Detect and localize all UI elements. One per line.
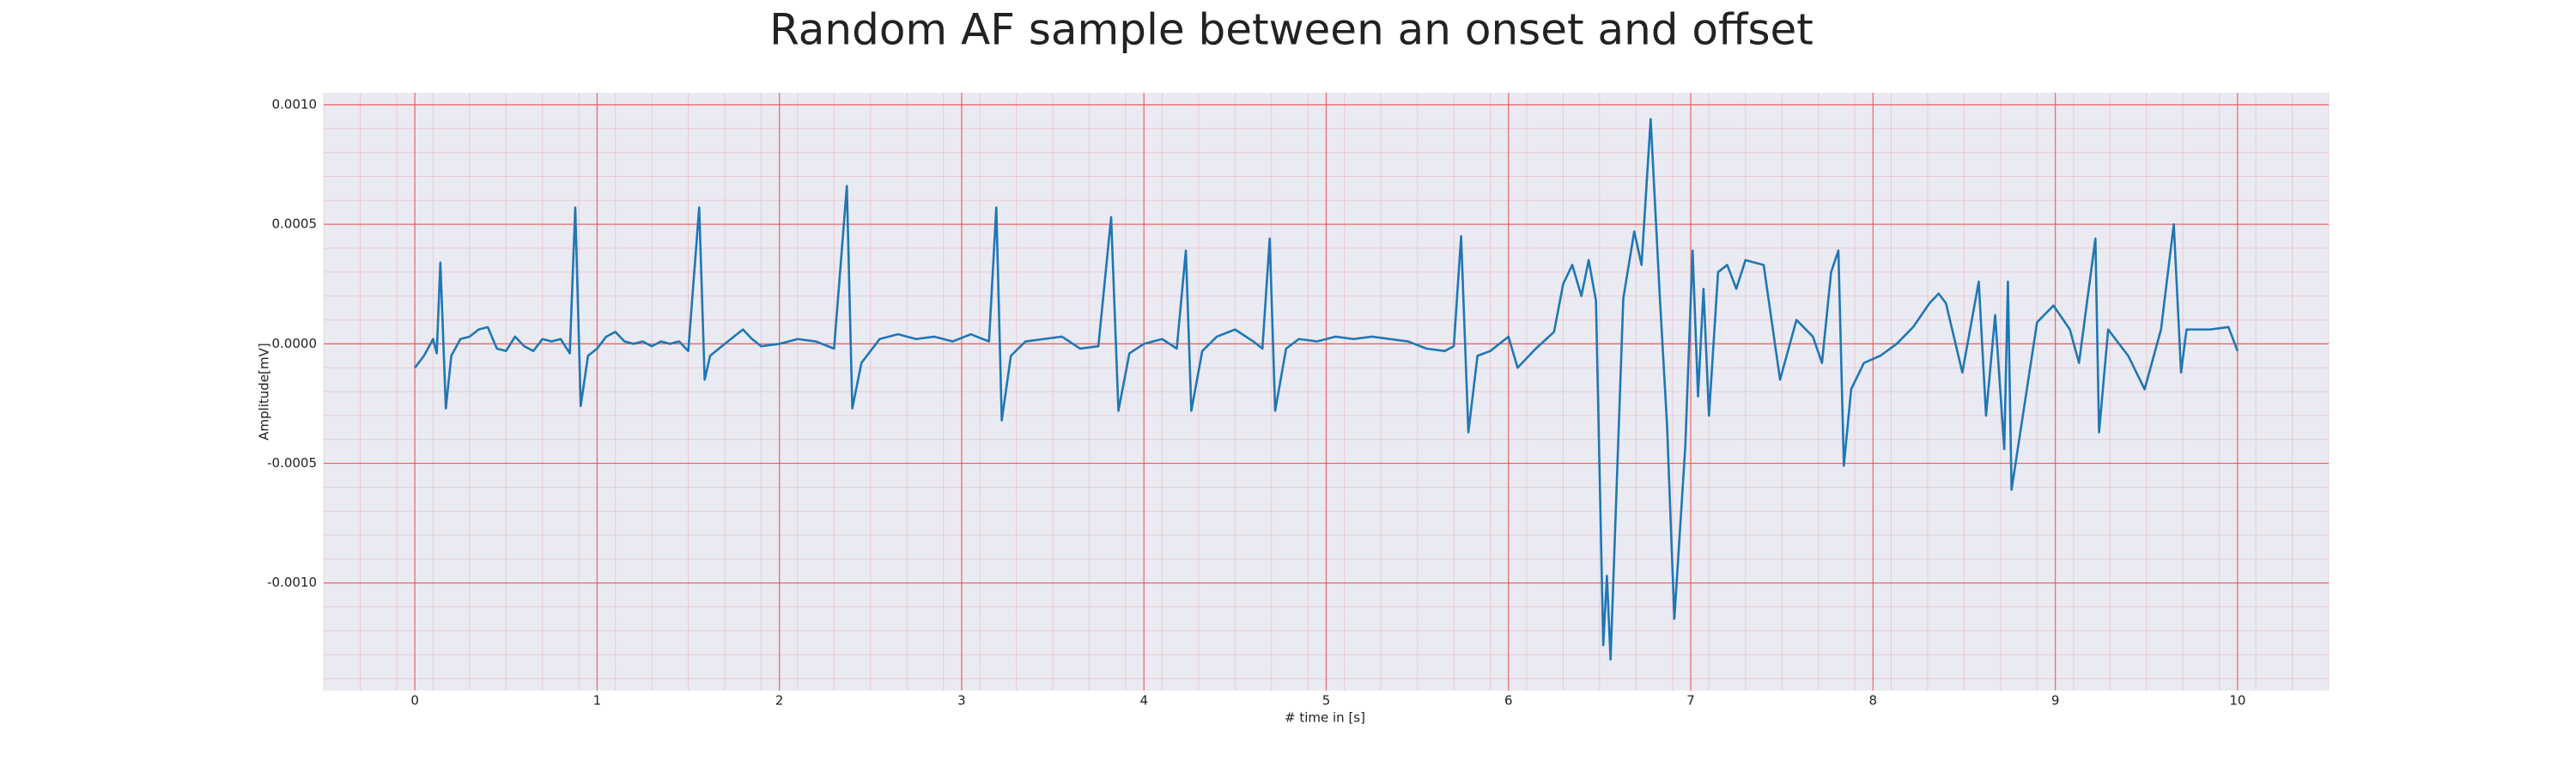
x-axis-label: # time in [s]	[1285, 710, 1365, 726]
x-tick-label: 3	[957, 693, 966, 709]
x-tick-label: 0	[410, 693, 419, 709]
y-axis-label: Amplitude[mV]	[257, 343, 272, 440]
x-tick-label: 6	[1504, 693, 1513, 709]
signal-line	[414, 118, 2239, 661]
y-tick-label: -0.0005	[267, 455, 317, 471]
x-tick-label: 7	[1686, 693, 1695, 709]
chart-title: Random AF sample between an onset and of…	[769, 5, 1814, 55]
y-tick-label: 0.0000	[272, 336, 318, 351]
x-tick-label: 2	[775, 693, 784, 709]
x-tick-label: 10	[2229, 693, 2245, 709]
y-tick-label: 0.0010	[272, 96, 318, 112]
y-tick-label: -0.0010	[267, 575, 317, 590]
x-tick-label: 9	[2051, 693, 2060, 709]
x-tick-label: 1	[593, 693, 602, 709]
x-tick-label: 8	[1869, 693, 1878, 709]
y-tick-label: 0.0005	[272, 216, 318, 232]
x-tick-label: 5	[1322, 693, 1331, 709]
x-tick-label: 4	[1139, 693, 1148, 709]
